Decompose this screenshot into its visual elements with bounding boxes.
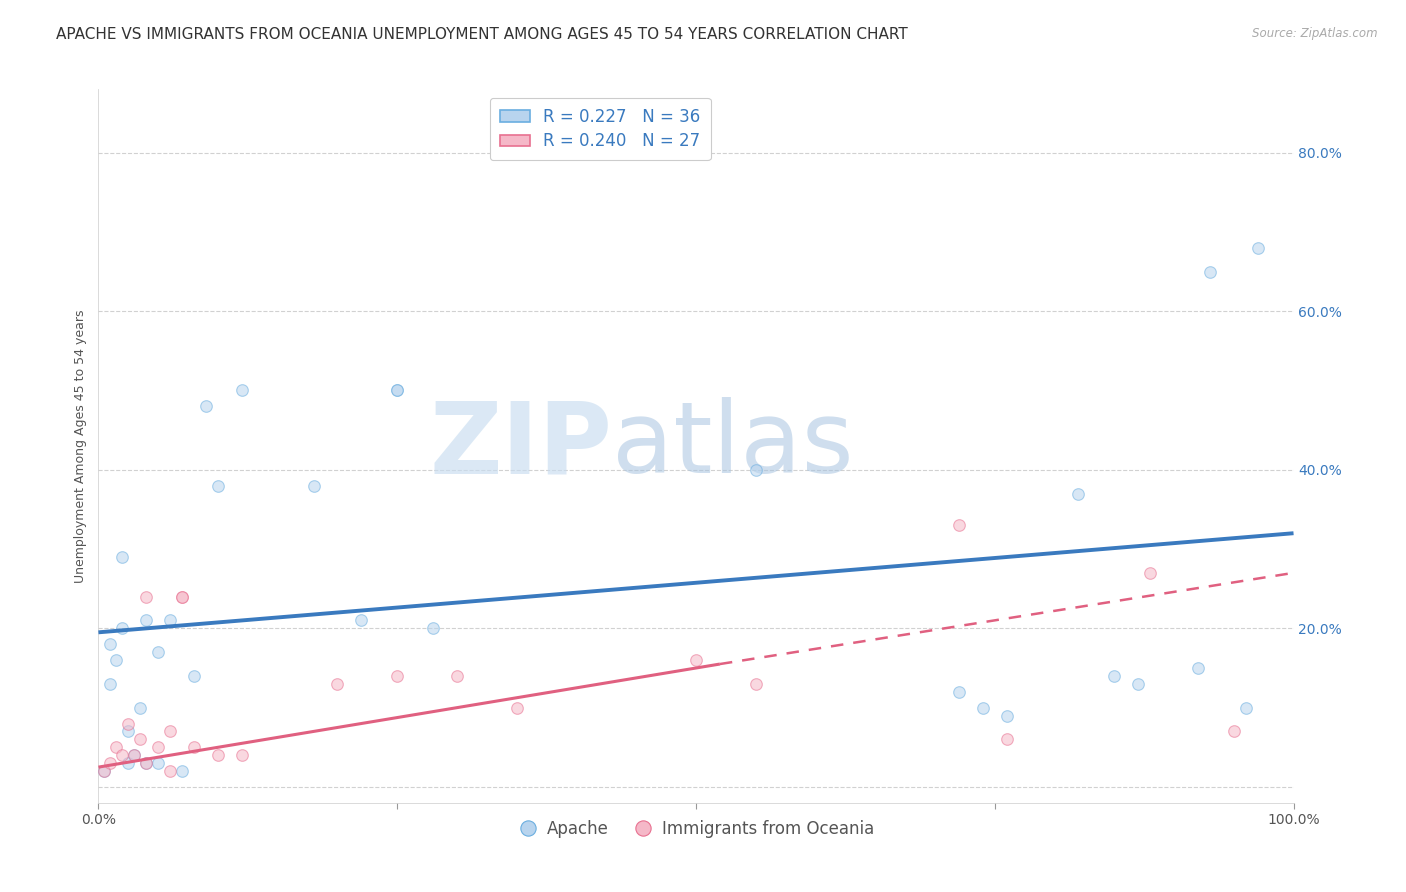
Point xyxy=(231,384,253,398)
Point xyxy=(350,614,373,628)
Point xyxy=(148,645,170,659)
Point xyxy=(1187,661,1209,675)
Point xyxy=(172,590,194,604)
Point xyxy=(948,518,970,533)
Point xyxy=(995,708,1018,723)
Point xyxy=(98,637,122,651)
Point xyxy=(105,653,128,667)
Point xyxy=(1128,677,1150,691)
Point xyxy=(135,614,157,628)
Point xyxy=(995,732,1018,747)
Text: atlas: atlas xyxy=(613,398,853,494)
Text: APACHE VS IMMIGRANTS FROM OCEANIA UNEMPLOYMENT AMONG AGES 45 TO 54 YEARS CORRELA: APACHE VS IMMIGRANTS FROM OCEANIA UNEMPL… xyxy=(56,27,908,42)
Point xyxy=(685,653,707,667)
Point xyxy=(93,764,115,778)
Point xyxy=(98,677,122,691)
Point xyxy=(117,716,139,731)
Point xyxy=(1139,566,1161,580)
Point xyxy=(135,590,157,604)
Point xyxy=(1223,724,1246,739)
Point xyxy=(105,740,128,755)
Point xyxy=(183,669,205,683)
Point xyxy=(207,478,229,492)
Point xyxy=(195,400,218,414)
Point xyxy=(972,700,994,714)
Point xyxy=(1067,486,1090,500)
Point xyxy=(446,669,468,683)
Point xyxy=(207,748,229,763)
Point xyxy=(148,756,170,771)
Point xyxy=(422,621,444,635)
Point xyxy=(172,590,194,604)
Point xyxy=(172,764,194,778)
Point xyxy=(159,614,181,628)
Point xyxy=(326,677,349,691)
Point xyxy=(745,677,768,691)
Text: ZIP: ZIP xyxy=(429,398,613,494)
Point xyxy=(117,724,139,739)
Point xyxy=(1104,669,1126,683)
Point xyxy=(948,685,970,699)
Point xyxy=(117,756,139,771)
Point xyxy=(302,478,325,492)
Point xyxy=(135,756,157,771)
Point xyxy=(506,700,529,714)
Point xyxy=(111,748,134,763)
Point xyxy=(93,764,115,778)
Point xyxy=(98,756,122,771)
Point xyxy=(129,732,152,747)
Point xyxy=(159,724,181,739)
Y-axis label: Unemployment Among Ages 45 to 54 years: Unemployment Among Ages 45 to 54 years xyxy=(75,310,87,582)
Point xyxy=(1199,264,1222,278)
Point xyxy=(124,748,146,763)
Point xyxy=(135,756,157,771)
Point xyxy=(129,700,152,714)
Point xyxy=(159,764,181,778)
Point xyxy=(231,748,253,763)
Legend: Apache, Immigrants from Oceania: Apache, Immigrants from Oceania xyxy=(512,814,880,845)
Point xyxy=(148,740,170,755)
Point xyxy=(385,384,409,398)
Point xyxy=(385,384,409,398)
Point xyxy=(1247,241,1270,255)
Point xyxy=(183,740,205,755)
Text: Source: ZipAtlas.com: Source: ZipAtlas.com xyxy=(1253,27,1378,40)
Point xyxy=(111,549,134,564)
Point xyxy=(1234,700,1257,714)
Point xyxy=(111,621,134,635)
Point xyxy=(745,463,768,477)
Point xyxy=(385,669,409,683)
Point xyxy=(124,748,146,763)
